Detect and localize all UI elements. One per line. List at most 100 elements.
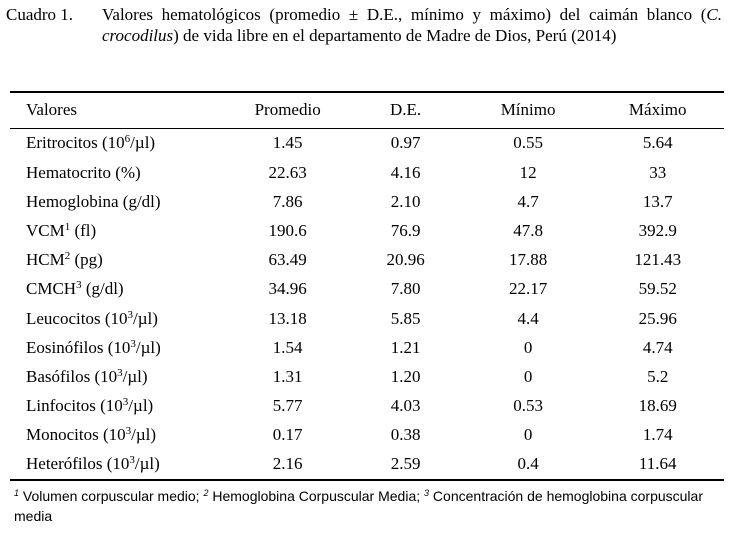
cell-maximo: 121.43 (634, 250, 682, 270)
cell-maximo: 11.64 (638, 454, 677, 474)
cell-maximo: 1.74 (642, 425, 673, 445)
cell-de: 4.16 (390, 162, 421, 182)
row-label-name: VCM (26, 220, 65, 240)
cell-minimo: 0 (523, 366, 533, 386)
cell-promedio: 7.86 (272, 191, 303, 211)
table-row: Linfocitos (103/µl) 5.77 4.03 0.53 18.69 (10, 392, 724, 421)
row-label: Hemoglobina (g/dl) (10, 187, 229, 216)
cell-de: 1.20 (390, 366, 421, 386)
row-label: Basófilos (103/µl) (10, 362, 229, 391)
hematology-table: Valores Promedio D.E. Mínimo Máximo Erit… (10, 92, 724, 479)
table-top-rule (10, 91, 724, 93)
caption-text: Valores hematológicos (promedio ± D.E., … (102, 4, 722, 46)
cell-de: 2.59 (390, 454, 421, 474)
cell-de: 20.96 (386, 250, 425, 270)
cell-minimo: 47.8 (513, 220, 543, 240)
cell-promedio: 190.6 (268, 220, 307, 240)
header-minimo: Mínimo (500, 100, 556, 119)
table-row: Eosinófilos (103/µl) 1.54 1.21 0 4.74 (10, 333, 724, 362)
cell-minimo: 4.7 (517, 191, 539, 211)
cell-de: 5.85 (390, 308, 421, 328)
row-label-unit: /µl) (122, 366, 148, 386)
row-label-superscript: 3 (76, 279, 82, 292)
cell-maximo: 4.74 (642, 337, 673, 357)
row-label-superscript: 3 (125, 425, 132, 438)
header-promedio: Promedio (254, 100, 321, 119)
cell-promedio: 63.49 (268, 250, 307, 270)
cell-minimo: 0.4 (517, 454, 539, 474)
cell-de: 2.10 (390, 191, 421, 211)
cell-minimo: 12 (519, 162, 537, 182)
row-label: Heterófilos (103/µl) (10, 450, 229, 479)
row-label: CMCH3 (g/dl) (10, 275, 229, 304)
row-label-unit: /µl) (128, 396, 154, 416)
row-label-superscript: 2 (64, 250, 71, 263)
cell-promedio: 22.63 (268, 162, 307, 182)
row-label-name: Hemoglobina (g/dl) (26, 191, 161, 211)
table-row: VCM1 (fl) 190.6 76.9 47.8 392.9 (10, 216, 724, 245)
caption-species-name: C. crocodilus (102, 5, 722, 45)
table-caption: Cuadro 1. Valores hematológicos (promedi… (6, 4, 722, 46)
cell-maximo: 33 (649, 162, 667, 182)
cell-maximo: 13.7 (642, 191, 673, 211)
table-header-rule (10, 128, 724, 129)
row-label-superscript: 3 (130, 337, 136, 350)
cell-promedio: 2.16 (272, 454, 303, 474)
caption-label: Cuadro 1. (6, 5, 74, 24)
cell-minimo: 0 (523, 337, 533, 357)
footnote-text-1: Volumen corpuscular medio; (19, 488, 204, 504)
row-label-superscript: 3 (127, 308, 134, 321)
row-label-name: HCM (26, 250, 65, 270)
row-label-superscript: 6 (124, 133, 131, 145)
caption-text-before: Valores hematológicos (promedio ± D.E., … (102, 5, 707, 24)
row-label: Eosinófilos (103/µl) (10, 333, 229, 362)
table-row: Hemoglobina (g/dl) 7.86 2.10 4.7 13.7 (10, 187, 724, 216)
row-label-unit: /µl) (130, 133, 156, 152)
table-bottom-rule (10, 479, 724, 481)
table-row: CMCH3 (g/dl) 34.96 7.80 22.17 59.52 (10, 275, 724, 304)
cell-promedio: 1.31 (272, 366, 303, 386)
header-maximo: Máximo (628, 100, 687, 119)
row-label-name: Heterófilos (10 (26, 454, 130, 474)
footnote-text-3: Concentración de hemoglobina corpuscular… (14, 488, 703, 524)
table-footnote: 1 Volumen corpuscular medio; 2 Hemoglobi… (14, 486, 724, 526)
cell-minimo: 22.17 (508, 279, 548, 299)
cell-de: 4.03 (390, 396, 421, 416)
cell-de: 1.21 (390, 337, 421, 357)
row-label: VCM1 (fl) (10, 216, 229, 245)
row-label-unit: /µl) (134, 454, 160, 474)
row-label-name: Hematocrito (%) (26, 162, 141, 182)
cell-minimo: 0 (523, 425, 533, 445)
row-label: Eritrocitos (106/µl) (10, 128, 229, 158)
cell-maximo: 59.52 (638, 279, 677, 299)
cell-de: 0.38 (390, 425, 421, 445)
cell-minimo: 0.55 (513, 133, 543, 152)
row-label-superscript: 3 (129, 454, 135, 467)
cell-promedio: 13.18 (268, 308, 307, 328)
row-label-unit: (g/dl) (81, 279, 124, 299)
cell-maximo: 392.9 (638, 220, 677, 240)
row-label-name: Monocitos (10 (26, 425, 126, 445)
row-label-name: Leucocitos (10 (26, 308, 128, 328)
row-label: Linfocitos (103/µl) (10, 392, 229, 421)
cell-promedio: 34.96 (268, 279, 307, 299)
row-label-name: Basófilos (10 (26, 366, 118, 386)
cell-promedio: 0.17 (272, 425, 303, 445)
cell-maximo: 5.2 (647, 366, 669, 386)
caption-text-after: ) de vida libre en el departamento de Ma… (173, 26, 617, 45)
table-header-row: Valores Promedio D.E. Mínimo Máximo (10, 92, 724, 128)
cell-de: 7.80 (390, 279, 421, 299)
table-row: Monocitos (103/µl) 0.17 0.38 0 1.74 (10, 421, 724, 450)
table-row: Heterófilos (103/µl) 2.16 2.59 0.4 11.64 (10, 450, 724, 479)
footnote-sup-2: 2 (203, 488, 209, 498)
row-label-superscript: 1 (64, 220, 71, 233)
table-row: Hematocrito (%) 22.63 4.16 12 33 (10, 158, 724, 187)
footnote-sup-1: 1 (14, 488, 20, 498)
cell-minimo: 4.4 (517, 308, 539, 328)
header-valores: Valores (26, 100, 77, 119)
table-row: Eritrocitos (106/µl) 1.45 0.97 0.55 5.64 (10, 128, 724, 158)
row-label: HCM2 (pg) (10, 246, 229, 275)
cell-minimo: 17.88 (508, 250, 548, 270)
footnote-text-2: Hemoglobina Corpuscular Media; (208, 488, 425, 504)
table-row: Basófilos (103/µl) 1.31 1.20 0 5.2 (10, 362, 724, 391)
